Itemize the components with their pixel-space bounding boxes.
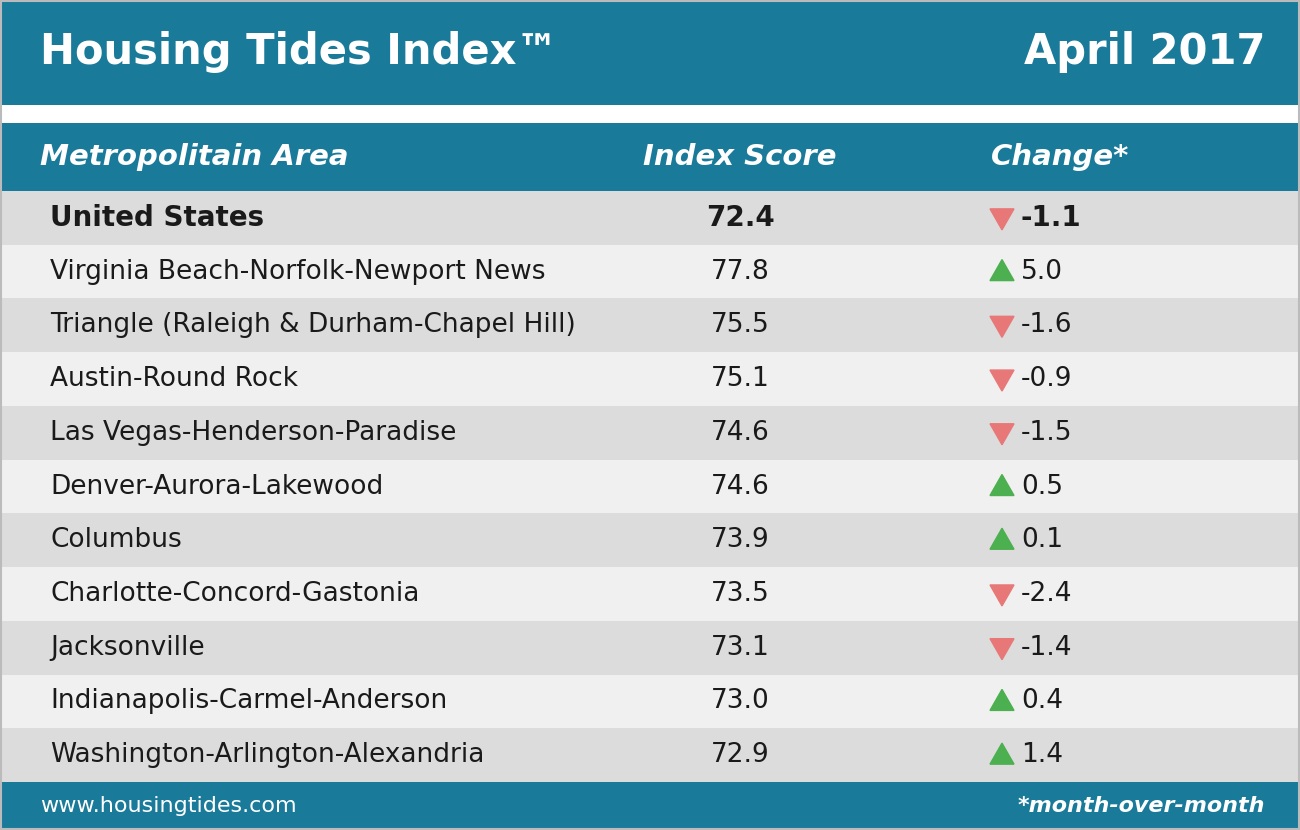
Bar [0, 675, 1300, 728]
Polygon shape [991, 370, 1014, 391]
Text: 1.4: 1.4 [1020, 742, 1063, 768]
Polygon shape [991, 528, 1014, 549]
Bar [0, 191, 1300, 245]
Text: April 2017: April 2017 [1023, 32, 1265, 74]
Text: 73.5: 73.5 [711, 581, 770, 607]
Text: *month-over-month: *month-over-month [1018, 796, 1265, 816]
Polygon shape [991, 260, 1014, 281]
Polygon shape [991, 424, 1014, 445]
Text: Denver-Aurora-Lakewood: Denver-Aurora-Lakewood [49, 473, 384, 500]
Bar [0, 567, 1300, 621]
Text: 75.5: 75.5 [711, 312, 770, 339]
Text: 74.6: 74.6 [711, 473, 770, 500]
Bar [0, 0, 1300, 105]
Text: Metropolitain Area: Metropolitain Area [40, 143, 348, 171]
Text: Columbus: Columbus [49, 527, 182, 554]
Text: 75.1: 75.1 [711, 366, 770, 392]
Polygon shape [991, 690, 1014, 710]
Bar [0, 352, 1300, 406]
Polygon shape [991, 743, 1014, 764]
Bar [0, 621, 1300, 675]
Text: Charlotte-Concord-Gastonia: Charlotte-Concord-Gastonia [49, 581, 420, 607]
Bar [0, 299, 1300, 352]
Text: 73.0: 73.0 [711, 688, 770, 715]
Text: Austin-Round Rock: Austin-Round Rock [49, 366, 298, 392]
Text: Change*: Change* [991, 143, 1130, 171]
Text: 77.8: 77.8 [711, 259, 770, 285]
Text: Washington-Arlington-Alexandria: Washington-Arlington-Alexandria [49, 742, 485, 768]
Text: www.housingtides.com: www.housingtides.com [40, 796, 296, 816]
Text: Triangle (Raleigh & Durham-Chapel Hill): Triangle (Raleigh & Durham-Chapel Hill) [49, 312, 576, 339]
Text: Jacksonville: Jacksonville [49, 635, 204, 661]
Text: 0.5: 0.5 [1020, 473, 1063, 500]
Text: 73.1: 73.1 [711, 635, 770, 661]
Text: Virginia Beach-Norfolk-Newport News: Virginia Beach-Norfolk-Newport News [49, 259, 546, 285]
Text: 0.4: 0.4 [1020, 688, 1063, 715]
Text: -2.4: -2.4 [1020, 581, 1072, 607]
Polygon shape [991, 585, 1014, 606]
Text: -0.9: -0.9 [1020, 366, 1072, 392]
Text: 5.0: 5.0 [1020, 259, 1063, 285]
Bar [0, 514, 1300, 567]
Text: Housing Tides Index™: Housing Tides Index™ [40, 32, 558, 74]
Text: 73.9: 73.9 [711, 527, 770, 554]
Text: United States: United States [49, 204, 264, 232]
Text: -1.6: -1.6 [1020, 312, 1072, 339]
Polygon shape [991, 475, 1014, 496]
Bar [0, 406, 1300, 460]
Polygon shape [991, 316, 1014, 337]
Bar [0, 460, 1300, 514]
Text: -1.5: -1.5 [1020, 420, 1072, 446]
Text: 72.9: 72.9 [711, 742, 770, 768]
Text: 74.6: 74.6 [711, 420, 770, 446]
Polygon shape [991, 638, 1014, 660]
Text: -1.4: -1.4 [1020, 635, 1072, 661]
Bar [0, 728, 1300, 782]
Bar [0, 245, 1300, 299]
Text: 72.4: 72.4 [706, 204, 775, 232]
Text: Indianapolis-Carmel-Anderson: Indianapolis-Carmel-Anderson [49, 688, 447, 715]
Text: -1.1: -1.1 [1020, 204, 1082, 232]
Text: Las Vegas-Henderson-Paradise: Las Vegas-Henderson-Paradise [49, 420, 456, 446]
Bar [0, 782, 1300, 830]
Text: 0.1: 0.1 [1020, 527, 1063, 554]
Bar [0, 123, 1300, 191]
Polygon shape [991, 209, 1014, 230]
Text: Index Score: Index Score [644, 143, 837, 171]
